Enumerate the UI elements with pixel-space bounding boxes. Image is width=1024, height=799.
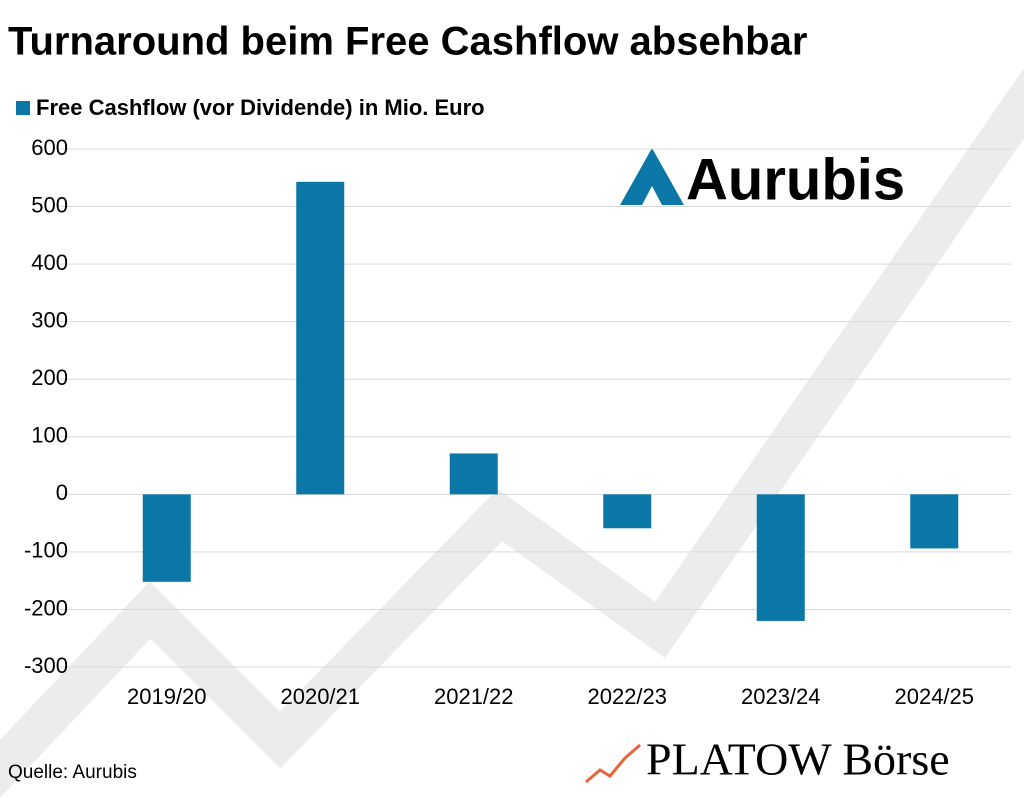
background-arrow	[0, 68, 1024, 798]
platow-logo: PLATOW Börse	[585, 734, 950, 785]
source: Quelle: Aurubis	[8, 762, 137, 783]
y-tick-label: -200	[24, 595, 68, 620]
y-tick-label: -100	[24, 538, 68, 563]
logo-text: Aurubis	[686, 147, 905, 212]
bar	[910, 494, 959, 549]
y-tick-label: 0	[56, 480, 68, 505]
y-tick-label: 200	[31, 365, 68, 390]
bar	[296, 181, 345, 495]
x-tick-label: 2021/22	[434, 684, 514, 709]
x-tick-label: 2024/25	[894, 684, 974, 709]
logo-mark	[585, 743, 641, 784]
logo-mark	[620, 148, 684, 205]
bar	[603, 494, 652, 529]
logo-text: PLATOW Börse	[646, 734, 950, 785]
y-tick-label: 300	[31, 307, 68, 332]
x-tick-label: 2022/23	[587, 684, 667, 709]
y-tick-label: 600	[31, 135, 68, 160]
aurubis-logo: Aurubis	[620, 147, 905, 212]
y-tick-label: -300	[24, 653, 68, 678]
legend-label: Free Cashflow (vor Dividende) in Mio. Eu…	[36, 95, 485, 120]
x-tick-label: 2020/21	[280, 684, 360, 709]
y-tick-label: 500	[31, 192, 68, 217]
chart-title: Turnaround beim Free Cashflow absehbar	[8, 20, 807, 64]
bar	[756, 494, 805, 621]
x-tick-label: 2023/24	[741, 684, 821, 709]
y-tick-label: 400	[31, 250, 68, 275]
bar	[449, 453, 498, 495]
y-tick-label: 100	[31, 423, 68, 448]
x-tick-label: 2019/20	[127, 684, 207, 709]
bar	[142, 494, 191, 582]
legend-swatch	[16, 101, 30, 115]
